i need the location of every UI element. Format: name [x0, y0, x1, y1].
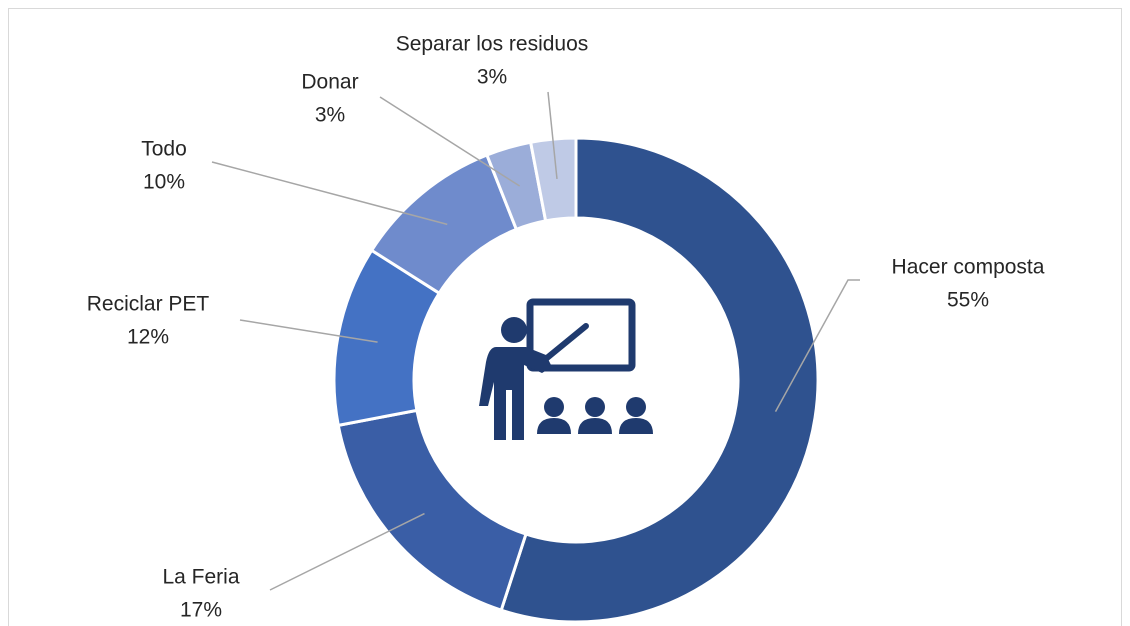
category-label: La Feria	[162, 566, 239, 589]
category-label: Donar	[301, 71, 358, 94]
value-label: 12%	[127, 326, 169, 349]
teacher-icon	[479, 298, 653, 440]
leader-line	[239, 319, 378, 343]
value-label: 55%	[947, 289, 989, 312]
leader-line	[379, 96, 521, 187]
category-label: Hacer composta	[892, 256, 1045, 279]
leader-line	[547, 91, 558, 179]
leader-line	[269, 512, 425, 591]
donut-segment	[528, 136, 578, 223]
leader-line	[211, 161, 448, 226]
donut-segment	[336, 408, 528, 613]
donut-segment	[499, 136, 820, 624]
category-label: Reciclar PET	[87, 293, 210, 316]
value-label: 3%	[477, 66, 507, 89]
leader-line	[774, 279, 860, 412]
value-label: 17%	[180, 599, 222, 622]
value-label: 3%	[315, 104, 345, 127]
donut	[332, 136, 820, 624]
chart-frame	[8, 8, 1122, 626]
value-label: 10%	[143, 171, 185, 194]
category-label: Todo	[141, 138, 187, 161]
category-label: Separar los residuos	[396, 33, 589, 56]
